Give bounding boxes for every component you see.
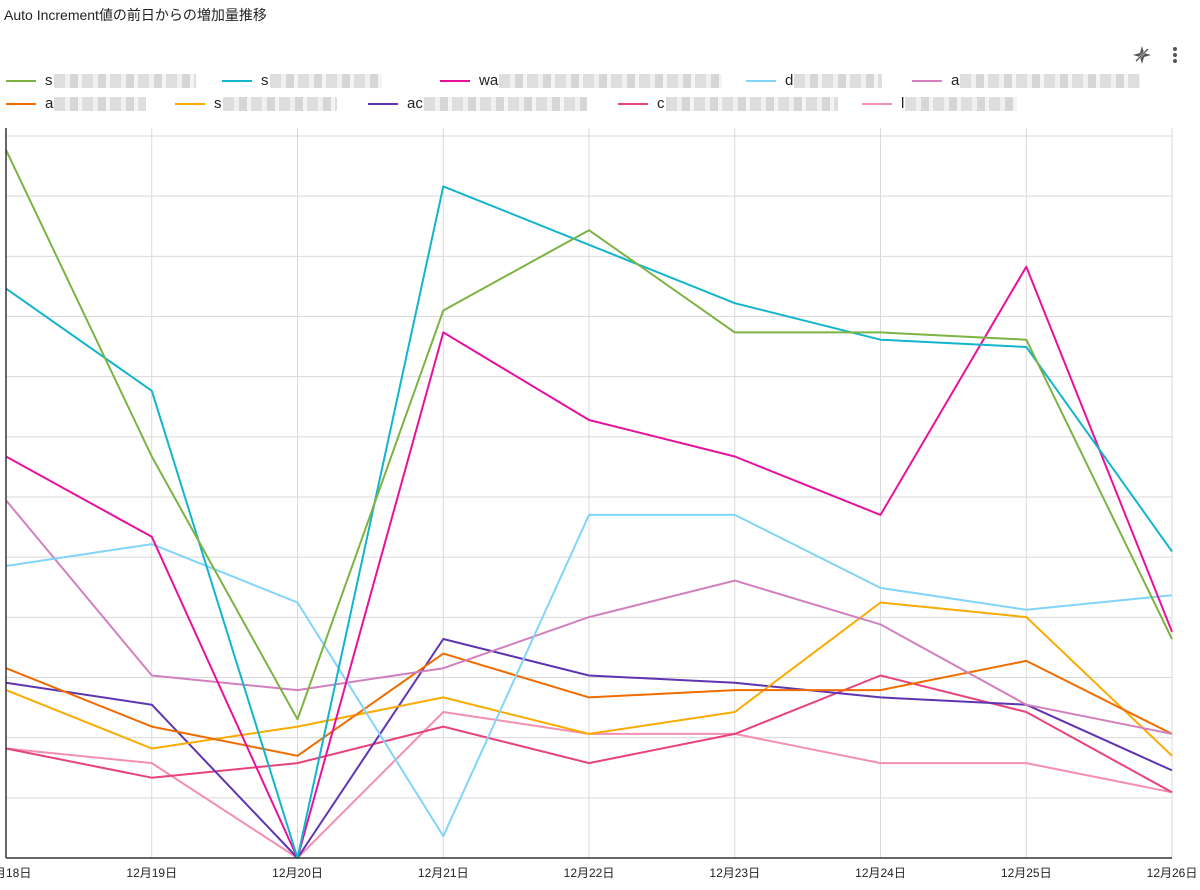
legend-label: d: [785, 72, 794, 89]
legend-swatch: [912, 80, 942, 82]
legend-label-redacted: [53, 74, 196, 88]
legend-item[interactable]: a: [912, 71, 1141, 91]
legend-label-redacted: [269, 74, 382, 88]
series-line[interactable]: [5, 652, 1173, 757]
series-line[interactable]: [5, 499, 1173, 735]
series-line[interactable]: [5, 638, 1173, 859]
explore-sparkle-icon[interactable]: [1131, 44, 1153, 66]
series-lines: [5, 149, 1173, 859]
legend-label: l: [901, 95, 905, 112]
legend-item[interactable]: wa: [440, 71, 723, 91]
legend-swatch: [440, 80, 470, 82]
legend-item[interactable]: a: [6, 94, 147, 114]
legend-item[interactable]: c: [618, 94, 838, 114]
series-line[interactable]: [5, 265, 1173, 859]
chart-axes: [5, 128, 1172, 859]
legend-item[interactable]: s: [6, 71, 196, 91]
legend-label-redacted: [960, 74, 1141, 88]
legend-label: s: [261, 72, 269, 89]
legend-swatch: [618, 103, 648, 105]
legend-label-redacted: [499, 74, 723, 88]
line-chart: 12月18日 12月19日 12月20日 12月21日 12月22日 12月23日 12月2…: [0, 128, 1197, 880]
legend-swatch: [222, 80, 252, 82]
legend-label-redacted: [423, 97, 587, 111]
legend-label: s: [45, 72, 53, 89]
legend-swatch: [368, 103, 398, 105]
legend-label-redacted: [794, 74, 883, 88]
more-vert-glyph: [1173, 47, 1177, 63]
legend-label: c: [657, 95, 665, 112]
series-line[interactable]: [5, 513, 1173, 838]
x-tick-label: 12月23日: [709, 866, 760, 880]
legend-label: a: [951, 72, 960, 89]
legend-label-redacted: [665, 97, 838, 111]
legend-swatch: [746, 80, 776, 82]
x-tick-label: 12月18日: [0, 866, 31, 880]
series-line[interactable]: [5, 601, 1173, 757]
x-tick-label: 12月25日: [1001, 866, 1052, 880]
x-tick-label: 12月22日: [564, 866, 615, 880]
x-tick-label: 12月26日: [1147, 866, 1198, 880]
legend-item[interactable]: l: [862, 94, 1018, 114]
legend-swatch: [6, 80, 36, 82]
grid-lines: [6, 128, 1173, 858]
series-line[interactable]: [5, 674, 1173, 794]
x-tick-label: 12月24日: [855, 866, 906, 880]
x-tick-label: 12月21日: [418, 866, 469, 880]
series-line[interactable]: [5, 149, 1173, 721]
explore-sparkle-glyph: [1133, 46, 1151, 64]
legend-item[interactable]: s: [222, 71, 382, 91]
legend-item[interactable]: ac: [368, 94, 587, 114]
more-vert-icon[interactable]: [1164, 44, 1186, 66]
x-tick-label: 12月19日: [126, 866, 177, 880]
x-tick-label: 12月20日: [272, 866, 323, 880]
legend-label: a: [45, 95, 54, 112]
legend-item[interactable]: s: [175, 94, 337, 114]
legend-swatch: [175, 103, 205, 105]
legend-label-redacted: [54, 97, 147, 111]
legend-swatch: [862, 103, 892, 105]
x-axis-ticks: 12月18日 12月19日 12月20日 12月21日 12月22日 12月23日 12月2…: [0, 866, 1197, 880]
legend-label-redacted: [222, 97, 337, 111]
legend-swatch: [6, 103, 36, 105]
legend-label-redacted: [905, 97, 1018, 111]
legend-label: ac: [407, 95, 423, 112]
legend-label: s: [214, 95, 222, 112]
series-line[interactable]: [5, 185, 1173, 859]
chart-title: Auto Increment値の前日からの増加量推移: [4, 7, 267, 23]
legend-item[interactable]: d: [746, 71, 883, 91]
legend-label: wa: [479, 72, 499, 89]
